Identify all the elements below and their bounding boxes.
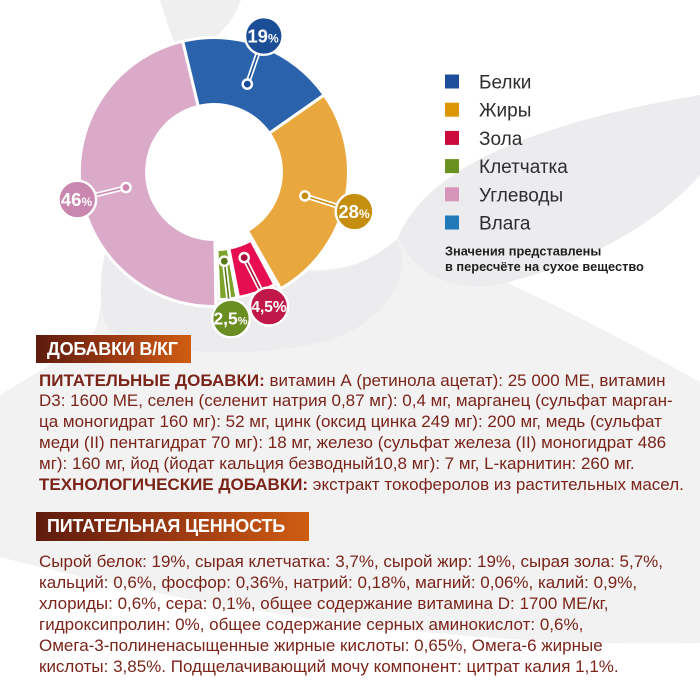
svg-text:Зола: Зола (479, 129, 523, 150)
svg-text:28%: 28% (338, 201, 370, 222)
svg-text:Клетчатка: Клетчатка (479, 157, 568, 178)
svg-text:Белки: Белки (479, 73, 531, 94)
svg-text:Углеводы: Углеводы (479, 185, 563, 206)
svg-text:в пересчёте на сухое вещество: в пересчёте на сухое вещество (445, 259, 644, 274)
svg-text:19%: 19% (247, 26, 279, 47)
svg-text:Влага: Влага (479, 214, 531, 235)
svg-text:Жиры: Жиры (479, 101, 531, 122)
svg-text:4,5%: 4,5% (251, 299, 287, 316)
svg-text:46%: 46% (61, 189, 93, 210)
svg-text:Значения представлены: Значения представлены (445, 244, 601, 259)
